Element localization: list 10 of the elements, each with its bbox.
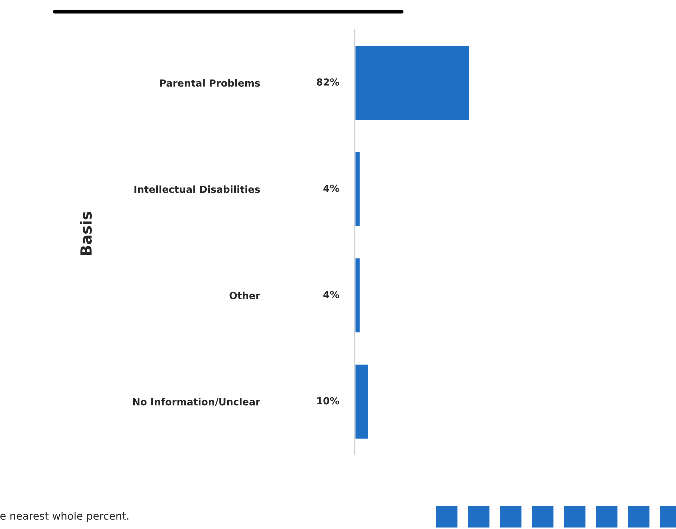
data-label: 82% — [317, 78, 340, 86]
text: e nearest whole percent. — [0, 512, 129, 522]
data-label: 10% — [318, 397, 340, 405]
y-tick-label: Intellectual Disabilities — [134, 186, 260, 194]
data-label: 4% — [324, 184, 340, 192]
y-tick-label: Parental Problems — [160, 79, 260, 87]
y-tick-label: No Information/Unclear — [133, 398, 261, 406]
y-axis-title: Basis — [80, 212, 92, 256]
data-label: 4% — [324, 291, 340, 298]
y-tick-label: Other — [230, 292, 261, 300]
